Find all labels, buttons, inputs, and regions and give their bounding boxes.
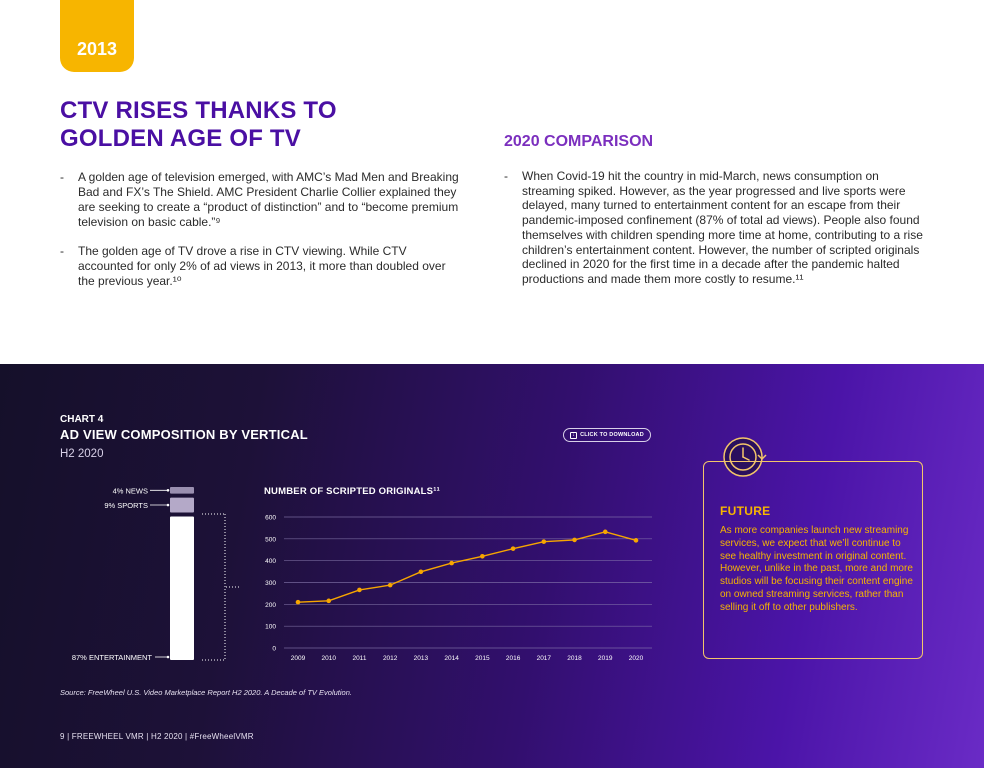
page-title: CTV RISES THANKS TO GOLDEN AGE OF TV (60, 97, 337, 152)
comparison-title: 2020 COMPARISON (504, 133, 654, 150)
x-tick-label: 2016 (506, 655, 521, 662)
left-bullet-1: -A golden age of television emerged, wit… (60, 170, 459, 229)
stack-label-entertainment: 87% ENTERTAINMENT (72, 653, 153, 662)
ad-view-stack-chart: 4% NEWS 9% SPORTS 87% ENTERTAINMENT (72, 486, 240, 662)
chart-title: AD VIEW COMPOSITION BY VERTICAL (60, 427, 308, 442)
y-tick-label: 300 (265, 580, 276, 587)
left-bullet-2: - The golden age of TV drove a rise in CT… (60, 244, 446, 288)
x-tick-label: 2009 (291, 655, 306, 662)
left-bullet-2-text: The golden age of TV drove a rise in CTV… (78, 244, 446, 288)
footer: 9 | FREEWHEEL VMR | H2 2020 | #FreeWheel… (60, 732, 254, 741)
x-tick-label: 2014 (444, 655, 459, 662)
right-column: - When Covid-19 hit the country in mid-Ma… (504, 169, 924, 301)
data-point (572, 537, 577, 543)
data-point (510, 546, 516, 551)
y-tick-label: 200 (265, 602, 276, 609)
data-point (295, 599, 301, 605)
data-point (449, 560, 454, 566)
stack-dot-entertainment (166, 655, 170, 659)
x-tick-label: 2017 (537, 655, 552, 662)
comparison-bullet-1-text: When Covid-19 hit the country in mid-Mar… (522, 169, 923, 286)
y-tick-label: 100 (265, 624, 276, 631)
clock-icon (717, 431, 769, 483)
data-point (602, 529, 608, 535)
y-tick-label: 600 (265, 515, 276, 522)
stack-dot-sports (166, 503, 170, 507)
line-chart-title: NUMBER OF SCRIPTED ORIGINALS¹¹ (264, 486, 440, 497)
x-tick-label: 2012 (383, 655, 398, 662)
chart-band (0, 364, 984, 768)
data-point (480, 554, 485, 559)
year-tab-label: 2013 (76, 39, 118, 59)
x-tick-label: 2013 (414, 655, 429, 662)
future-text: As more companies launch new streaming s… (720, 525, 913, 613)
left-bullet-1-text: A golden age of television emerged, with… (78, 170, 459, 229)
download-button-label: CLICK TO DOWNLOAD (580, 432, 644, 438)
data-point (387, 582, 393, 588)
year-tab: 2013 (60, 0, 134, 72)
data-point (541, 539, 547, 544)
stack-segment-entertainment (170, 516, 194, 660)
source-note: Source: FreeWheel U.S. Video Marketplace… (60, 688, 352, 697)
y-tick-label: 0 (272, 646, 276, 653)
x-tick-label: 2018 (567, 655, 582, 662)
comparison-bullet-1: - When Covid-19 hit the country in mid-Ma… (504, 169, 923, 286)
future-title: FUTURE (720, 504, 771, 518)
data-point (326, 598, 332, 604)
chart-label: CHART 4 (60, 414, 104, 425)
stack-label-sports: 9% SPORTS (104, 501, 148, 510)
left-column: -A golden age of television emerged, wit… (60, 170, 460, 303)
stack-segment-news (170, 487, 194, 494)
x-tick-label: 2020 (629, 655, 644, 662)
download-button[interactable]: ↓ CLICK TO DOWNLOAD (563, 428, 651, 442)
stack-label-news: 4% NEWS (113, 486, 148, 495)
data-point (418, 569, 424, 575)
scripted-originals-chart: NUMBER OF SCRIPTED ORIGINALS¹¹ 0 100 200 300… (264, 486, 652, 662)
stack-segment-sports (170, 497, 194, 513)
x-tick-label: 2015 (475, 655, 490, 662)
data-point (633, 538, 639, 543)
download-icon: ↓ (570, 431, 578, 439)
x-tick-label: 2011 (352, 655, 366, 662)
x-tick-label: 2019 (598, 655, 613, 662)
stack-dot-news (166, 489, 170, 492)
series-line (297, 531, 637, 603)
future-card (703, 461, 923, 659)
data-point (357, 587, 362, 593)
chart-period: H2 2020 (60, 448, 104, 460)
y-tick-label: 500 (265, 536, 276, 543)
x-tick-label: 2010 (321, 655, 336, 662)
y-tick-label: 400 (265, 558, 276, 565)
